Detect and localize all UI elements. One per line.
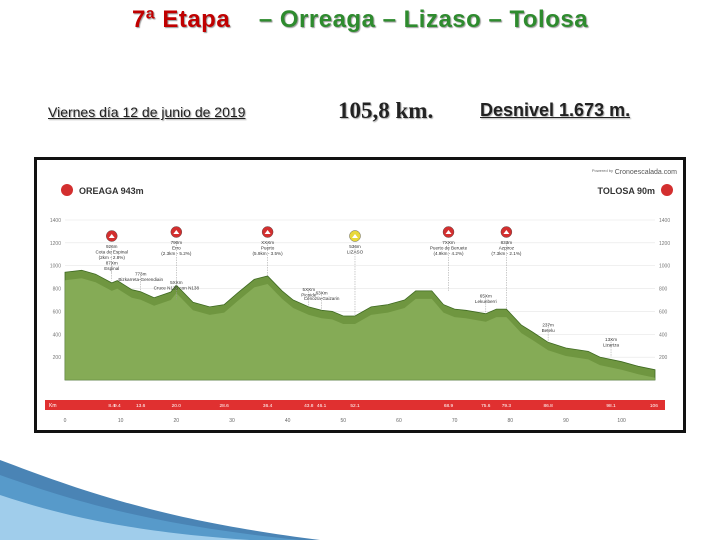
annotation-text: 87Xm xyxy=(106,261,118,266)
annotation-text: Lekunberri xyxy=(475,299,497,304)
mountain-glyph-icon xyxy=(173,230,180,234)
stage-number: 7ª Etapa xyxy=(131,6,231,33)
powered-by-label: Powered by xyxy=(592,168,613,173)
y-tick-label-left: 1000 xyxy=(50,264,61,270)
annotation-text: 63Xm xyxy=(316,290,328,295)
annotation-text: XXXm xyxy=(261,240,274,245)
y-tick-label-right: 400 xyxy=(659,332,668,338)
x-tick-label: 20 xyxy=(174,418,180,424)
annotation-text: Puerto xyxy=(261,246,275,251)
x-tick-label: 30 xyxy=(229,418,235,424)
y-tick-label-right: 1400 xyxy=(659,218,670,224)
annotation-text: (7.3km - 2.1%) xyxy=(491,251,522,256)
annotation-text: 773m xyxy=(135,272,147,277)
annotation-text: 7XXm xyxy=(442,240,455,245)
mountain-glyph-icon xyxy=(351,234,358,238)
brand-label: Cronoescalada.com xyxy=(615,169,677,176)
y-tick-label-right: 800 xyxy=(659,287,668,293)
annotation-text: Cota de Espinal xyxy=(96,250,128,255)
x-tick-label: 70 xyxy=(452,418,458,424)
annotation-text: 237m xyxy=(542,322,554,327)
y-tick-label-left: 200 xyxy=(53,355,62,361)
y-tick-label-left: 1400 xyxy=(50,218,61,224)
x-tick-label: 100 xyxy=(617,418,626,424)
annotation-text: (4.9km - 4.2%) xyxy=(433,251,464,256)
stage-date: Viernes día 12 de junio de 2019 xyxy=(48,104,246,120)
annotation-text: LIZASO xyxy=(347,250,364,255)
km-bar-value: 28.6 xyxy=(220,403,230,409)
stage-desnivel: Desnivel 1.673 m. xyxy=(480,100,631,120)
annotation-text: Bizkarreta-Gerendiain xyxy=(118,277,163,282)
annotation-text: (2.3km - 5.2%) xyxy=(161,251,192,256)
annotation-text: 790m xyxy=(171,240,183,245)
annotation-text: 5XXm xyxy=(170,280,183,285)
annotation-text: Erro xyxy=(172,246,181,251)
annotation-text: 65Xm xyxy=(480,294,492,299)
mountain-glyph-icon xyxy=(264,230,271,234)
km-bar-value: 68.9 xyxy=(444,403,454,409)
km-bar-value: 13.6 xyxy=(136,403,146,409)
elevation-profile-chart: Powered by Cronoescalada.com OREAGA 943m TO… xyxy=(45,168,677,424)
annotation-text: 536m xyxy=(349,244,361,249)
end-label: TOLOSA 90m xyxy=(597,186,655,196)
annotation-text: Azpiroz xyxy=(499,246,515,251)
stage-distance: 105,8 km. xyxy=(338,98,434,123)
km-bar-value: 79.3 xyxy=(502,403,512,409)
km-bar-value: 8.4 xyxy=(108,403,115,409)
annotation-text: 833m xyxy=(501,240,513,245)
finish-icon xyxy=(661,184,673,196)
y-tick-label-left: 800 xyxy=(53,287,62,293)
km-bar-value: 46.1 xyxy=(317,403,327,409)
annotation-text: Lizartza xyxy=(603,343,620,348)
km-bar-value: 9.4 xyxy=(114,403,121,409)
annotation-text: Picoide xyxy=(301,292,317,297)
decorative-corner-waves xyxy=(0,460,320,540)
stage-title: 7ª Etapa – Orreaga – Lizaso – Tolosa xyxy=(0,6,720,34)
x-tick-label: 10 xyxy=(118,418,124,424)
x-tick-label: 40 xyxy=(285,418,291,424)
km-bar-value: 75.6 xyxy=(481,403,491,409)
km-bar-value: 86.8 xyxy=(543,403,553,409)
km-bar-value: 106 xyxy=(650,403,658,409)
annotation-text: Cenoz/a-Gaizarin xyxy=(304,296,340,301)
km-bar-value: 98.1 xyxy=(606,403,616,409)
km-bar xyxy=(45,400,665,410)
km-bar-value: 52.1 xyxy=(350,403,360,409)
x-tick-label: 0 xyxy=(64,418,67,424)
elevation-profile-shade xyxy=(65,278,655,380)
annotation-text: (2km - 2.8%) xyxy=(99,255,126,260)
mountain-glyph-icon xyxy=(108,234,115,238)
km-bar-value: 36.4 xyxy=(263,403,273,409)
km-bar-label: Km xyxy=(49,403,57,409)
x-tick-label: 60 xyxy=(396,418,402,424)
y-tick-label-right: 600 xyxy=(659,309,668,315)
y-tick-label-left: 400 xyxy=(53,332,62,338)
annotation-text: 13Xm xyxy=(605,337,617,342)
x-tick-label: 80 xyxy=(508,418,514,424)
start-icon xyxy=(61,184,73,196)
y-tick-label-right: 1000 xyxy=(659,264,670,270)
annotation-text: 926m xyxy=(106,244,118,249)
y-tick-label-left: 600 xyxy=(53,309,62,315)
x-tick-label: 50 xyxy=(341,418,347,424)
annotation-text: Cruce N135 con N138 xyxy=(154,286,200,291)
y-tick-label-right: 1200 xyxy=(659,241,670,247)
annotation-text: 5XXm xyxy=(303,287,316,292)
km-bar-value: 20.0 xyxy=(172,403,182,409)
y-tick-label-left: 1200 xyxy=(50,241,61,247)
mountain-glyph-icon xyxy=(445,230,452,234)
annotation-text: Puerto de Beruete xyxy=(430,246,468,251)
stage-info: Viernes día 12 de junio de 2019 105,8 km… xyxy=(48,98,708,128)
mountain-glyph-icon xyxy=(503,230,510,234)
x-tick-label: 90 xyxy=(563,418,569,424)
stage-route: – Orreaga – Lizaso – Tolosa xyxy=(258,6,589,33)
annotation-text: Betelu xyxy=(542,328,555,333)
y-tick-label-right: 200 xyxy=(659,355,668,361)
start-label: OREAGA 943m xyxy=(79,186,144,196)
annotation-text: (5.9km - 3.5%) xyxy=(253,251,284,256)
km-bar-value: 43.8 xyxy=(304,403,314,409)
profile-frame: Powered by Cronoescalada.com OREAGA 943m TO… xyxy=(34,157,686,433)
annotation-text: Espinal xyxy=(104,266,119,271)
